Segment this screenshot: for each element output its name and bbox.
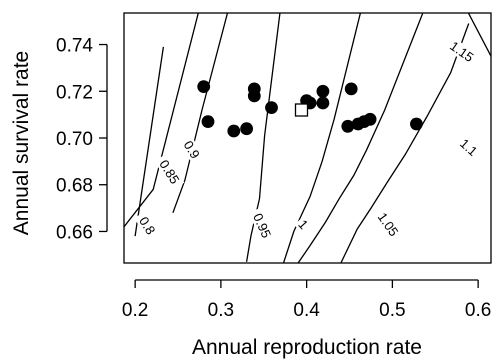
contour-label-1: 1 bbox=[294, 215, 313, 234]
contour-line-1.05 bbox=[297, 13, 424, 263]
contour-label-1.05: 1.05 bbox=[372, 206, 404, 243]
data-points bbox=[197, 80, 423, 138]
y-tick-label: 0.70 bbox=[56, 129, 93, 150]
data-point-12 bbox=[341, 119, 355, 133]
x-axis-title: Annual reproduction rate bbox=[192, 336, 422, 359]
data-point-13 bbox=[344, 82, 358, 96]
data-point-11 bbox=[316, 96, 330, 110]
y-tick-label: 0.66 bbox=[56, 222, 93, 243]
y-axis-title: Annual survival rate bbox=[10, 51, 33, 235]
data-point-16 bbox=[363, 112, 377, 126]
x-tick-label: 0.4 bbox=[293, 300, 320, 321]
x-axis: 0.2 0.3 0.4 0.5 0.6 bbox=[122, 279, 491, 321]
x-tick-label: 0.3 bbox=[208, 300, 234, 321]
contour-line-1.15 bbox=[467, 13, 491, 57]
data-point-3 bbox=[227, 124, 241, 138]
data-point-7 bbox=[265, 101, 278, 114]
y-tick-label: 0.74 bbox=[56, 36, 93, 57]
data-point-10 bbox=[316, 84, 330, 98]
contour-lines bbox=[124, 13, 491, 263]
y-tick-label: 0.68 bbox=[56, 176, 93, 197]
x-tick-label: 0.2 bbox=[122, 300, 148, 321]
x-tick-label: 0.6 bbox=[465, 300, 491, 321]
data-point-17 bbox=[410, 117, 423, 131]
contour-line-0.95 bbox=[245, 13, 281, 262]
y-axis: 0.66 0.68 0.70 0.72 0.74 bbox=[56, 36, 108, 243]
contour-line-0.85 bbox=[124, 13, 199, 228]
contour-line-1 bbox=[282, 13, 362, 263]
plot-frame bbox=[123, 12, 492, 264]
contour-label-1.1: 1.1 bbox=[454, 133, 484, 162]
contour-labels: 0.80.850.90.95 1 1.051.11.15 bbox=[134, 36, 484, 244]
x-tick-label: 0.5 bbox=[379, 300, 405, 321]
contour-label-0.9: 0.9 bbox=[178, 134, 205, 165]
data-point-1 bbox=[197, 80, 211, 93]
y-tick-label: 0.72 bbox=[56, 82, 93, 103]
data-point-2 bbox=[201, 115, 215, 128]
contour-line-0.8 bbox=[134, 46, 165, 237]
data-point-4 bbox=[240, 122, 254, 136]
contour-label-0.85: 0.85 bbox=[154, 153, 185, 191]
data-point-6 bbox=[247, 89, 261, 103]
contour-label-0.95: 0.95 bbox=[248, 207, 276, 244]
contour-line-1.1 bbox=[340, 23, 470, 263]
highlight-point-square bbox=[294, 103, 309, 117]
